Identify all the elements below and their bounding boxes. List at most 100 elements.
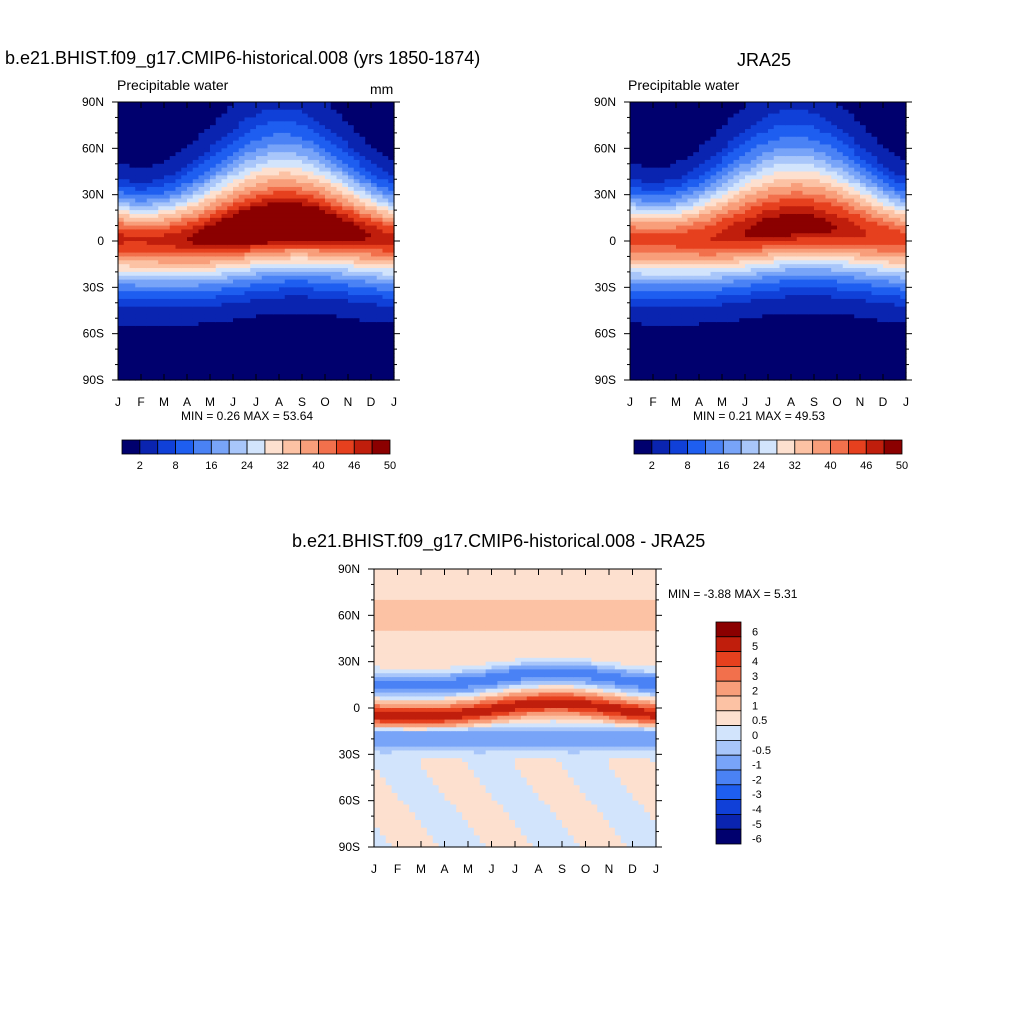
model-cell: [118, 229, 125, 234]
model-cell: [233, 325, 240, 331]
model-cell: [336, 337, 343, 342]
obs-cell: [641, 356, 648, 362]
model-cell: [118, 241, 125, 246]
model-cell: [187, 310, 194, 315]
model-cell: [158, 132, 165, 138]
model-cell: [141, 136, 148, 142]
model-cell: [302, 356, 309, 362]
model-cell: [152, 256, 159, 261]
model-cell: [273, 241, 280, 246]
model-cell: [158, 268, 165, 273]
obs-cell: [739, 175, 746, 180]
model-cell: [146, 140, 154, 146]
model-cell: [250, 225, 257, 231]
model-cell: [261, 167, 269, 173]
model-cell: [158, 345, 165, 350]
model-cell: [348, 148, 355, 153]
model-cell: [233, 144, 240, 149]
model-cell: [123, 105, 131, 111]
model-cell: [198, 341, 205, 346]
model-cell: [307, 279, 315, 285]
obs-cell: [722, 329, 729, 335]
obs-cell: [670, 298, 677, 304]
model-cell: [238, 268, 246, 273]
model-cell: [313, 217, 320, 223]
model-cell: [342, 136, 349, 142]
model-cell: [118, 121, 125, 126]
obs-cell: [681, 314, 689, 319]
obs-cell: [716, 372, 723, 377]
model-cell: [376, 341, 384, 346]
model-cell: [204, 167, 211, 173]
model-cell: [348, 179, 355, 184]
obs-cell: [693, 368, 700, 373]
model-cell: [302, 318, 309, 323]
obs-cell: [658, 364, 666, 370]
model-cell: [244, 322, 251, 327]
model-cell: [273, 287, 280, 292]
model-cell: [181, 167, 188, 173]
model-cell: [342, 318, 349, 323]
model-cell: [146, 329, 154, 335]
model-cell: [256, 163, 263, 169]
obs-cell: [722, 148, 729, 153]
model-cell: [284, 190, 292, 196]
model-cell: [221, 372, 228, 377]
obs-cell: [681, 298, 689, 304]
model-cell: [181, 310, 188, 315]
model-cell: [244, 198, 251, 203]
model-cell: [296, 206, 303, 211]
model-cell: [141, 229, 148, 234]
model-cell: [376, 337, 384, 342]
obs-cell: [630, 341, 637, 346]
model-cell: [302, 283, 309, 288]
obs-cell: [653, 352, 660, 358]
model-cell: [187, 333, 194, 339]
model-cell: [359, 310, 366, 315]
model-cell: [359, 287, 366, 292]
obs-cell: [745, 102, 752, 107]
model-cell: [198, 152, 205, 157]
model-cell: [250, 105, 257, 111]
model-cell: [187, 102, 194, 107]
model-cell: [261, 144, 269, 149]
model-cell: [284, 318, 292, 323]
model-cell: [135, 345, 142, 350]
model-cell: [388, 125, 395, 130]
model-cell: [135, 364, 142, 370]
model-cell: [261, 229, 269, 234]
model-cell: [233, 190, 240, 196]
model-cell: [141, 217, 148, 223]
model-cell: [290, 310, 297, 315]
obs-cell: [647, 287, 654, 292]
model-cell: [365, 241, 372, 246]
obs-cell: [681, 271, 689, 277]
model-cell: [227, 163, 234, 169]
model-cell: [187, 372, 194, 377]
obs-cell: [722, 376, 729, 381]
obs-cell: [727, 194, 735, 200]
model-cell: [204, 121, 211, 126]
model-cell: [135, 210, 142, 215]
model-cell: [290, 237, 297, 242]
model-cell: [123, 221, 131, 227]
model-cell: [250, 186, 257, 192]
obs-cell: [733, 341, 740, 346]
model-cell: [319, 306, 326, 312]
model-cell: [210, 109, 217, 115]
obs-cell: [641, 233, 648, 238]
model-cell: [313, 264, 320, 269]
model-cell: [123, 352, 131, 358]
obs-cell: [739, 337, 746, 342]
model-cell: [336, 129, 343, 134]
obs-cell: [693, 113, 700, 119]
model-cell: [198, 248, 205, 254]
obs-cell: [658, 298, 666, 304]
model-cell: [256, 175, 263, 180]
obs-cell: [670, 275, 677, 281]
model-xtick-label: A: [275, 395, 283, 409]
model-cell: [250, 298, 257, 304]
model-cell: [313, 167, 320, 173]
model-cell: [158, 117, 165, 122]
obs-cell: [733, 241, 740, 246]
